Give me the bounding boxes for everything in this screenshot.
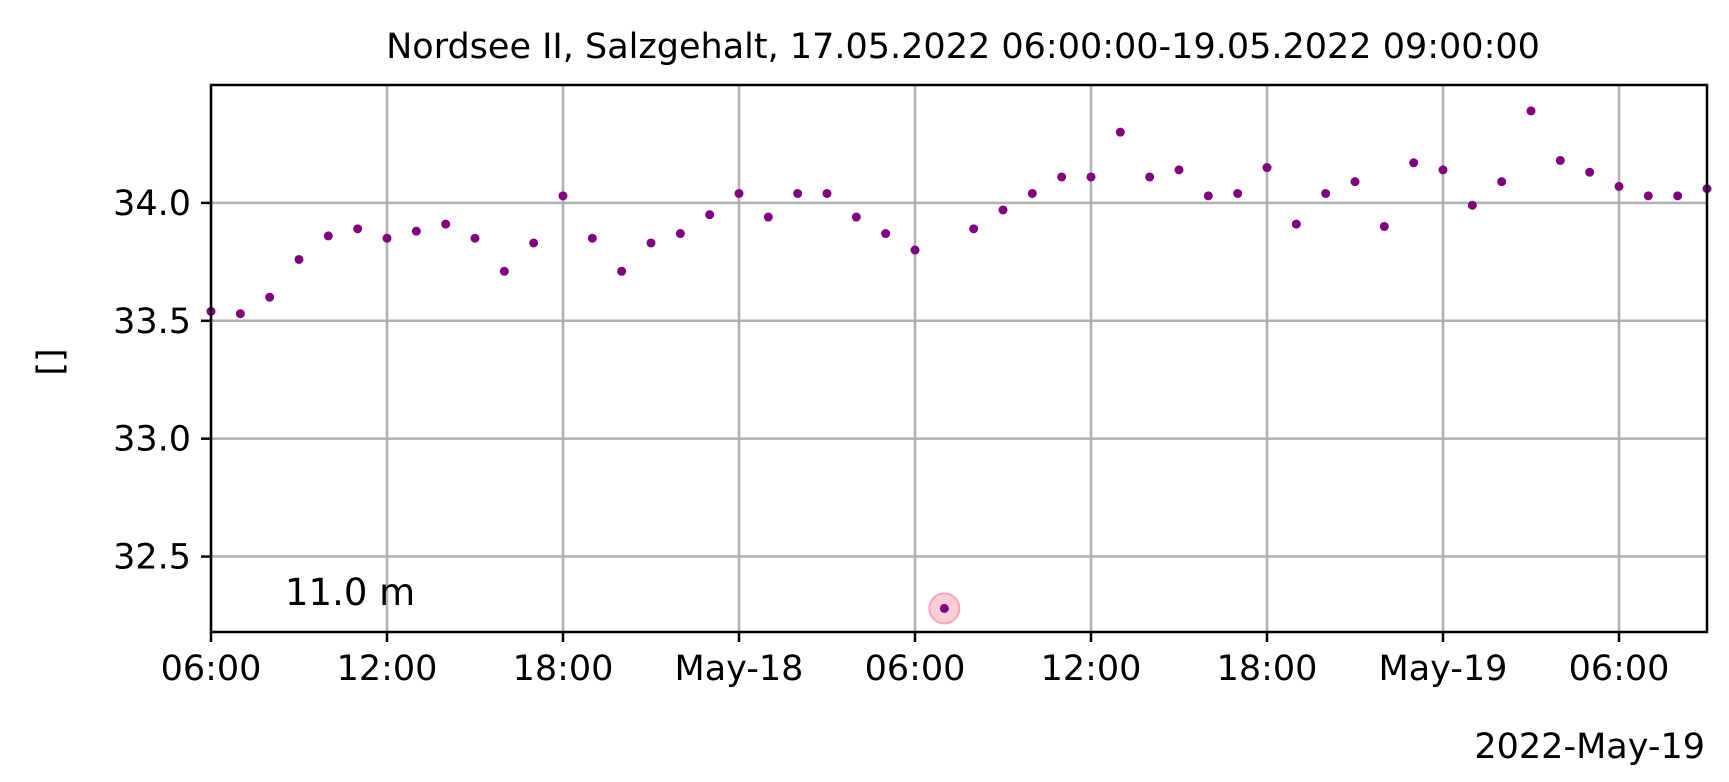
data-point — [1291, 219, 1301, 229]
data-point — [441, 219, 451, 229]
data-point — [763, 212, 773, 222]
data-point — [529, 238, 539, 248]
data-point — [382, 233, 392, 243]
data-point — [1438, 165, 1448, 175]
y-axis: 32.5 33.0 33.5 34.0 — [113, 184, 211, 578]
x-tick-label: May-19 — [1379, 649, 1508, 689]
data-point — [1497, 177, 1507, 187]
data-point — [1115, 127, 1125, 137]
chart-title: Nordsee II, Salzgehalt, 17.05.2022 06:00… — [386, 27, 1540, 67]
data-point — [617, 266, 627, 276]
x-tick-label: 18:00 — [1217, 649, 1318, 689]
data-point — [470, 233, 480, 243]
data-point — [1467, 200, 1477, 210]
data-point — [822, 188, 832, 198]
data-point — [969, 224, 979, 234]
data-point — [235, 309, 245, 319]
data-point — [998, 205, 1008, 215]
data-point — [1057, 172, 1067, 182]
data-point — [499, 266, 509, 276]
data-point — [1643, 191, 1653, 201]
data-point — [1174, 165, 1184, 175]
grid — [209, 85, 1707, 632]
data-point — [734, 188, 744, 198]
x-tick-label: 18:00 — [513, 649, 614, 689]
x-tick-label: 12:00 — [1041, 649, 1142, 689]
x-axis: 06:00 12:00 18:00 May-18 06:00 12:00 18:00 May-… — [161, 632, 1670, 689]
x-tick-label: 06:00 — [865, 649, 966, 689]
data-points — [206, 106, 1712, 625]
data-point — [1673, 191, 1683, 201]
data-point — [910, 245, 920, 255]
y-axis-label: [] — [31, 348, 71, 375]
data-point — [1233, 188, 1243, 198]
plot-frame — [209, 83, 1709, 634]
depth-annotation: 11.0 m — [285, 571, 415, 614]
x-tick-label: 06:00 — [1569, 649, 1670, 689]
x-axis-offset-label: 2022-May-19 — [1474, 727, 1705, 767]
data-point — [353, 224, 363, 234]
data-point — [1203, 191, 1213, 201]
y-tick-label: 33.5 — [113, 302, 191, 342]
data-point — [1350, 177, 1360, 187]
data-point — [323, 231, 333, 241]
data-point — [1614, 181, 1624, 191]
data-point — [646, 238, 656, 248]
data-point — [1027, 188, 1037, 198]
data-point — [675, 229, 685, 239]
x-tick-label: 12:00 — [337, 649, 438, 689]
data-point — [705, 210, 715, 220]
x-tick-label: May-18 — [675, 649, 804, 689]
data-point — [265, 292, 275, 302]
data-point — [939, 603, 949, 613]
data-point — [881, 229, 891, 239]
data-point — [294, 254, 304, 264]
y-tick-label: 34.0 — [113, 184, 191, 224]
data-point — [793, 188, 803, 198]
data-point — [587, 233, 597, 243]
data-point — [851, 212, 861, 222]
data-point — [1086, 172, 1096, 182]
data-point — [1555, 155, 1565, 165]
y-tick-label: 33.0 — [113, 420, 191, 460]
data-point — [558, 191, 568, 201]
data-point — [411, 226, 421, 236]
data-point — [1526, 106, 1536, 116]
y-tick-label: 32.5 — [113, 538, 191, 578]
data-point — [1321, 188, 1331, 198]
data-point — [1585, 167, 1595, 177]
data-point — [1379, 221, 1389, 231]
x-tick-label: 06:00 — [161, 649, 262, 689]
data-point — [1409, 158, 1419, 168]
data-point — [1262, 163, 1272, 173]
data-point — [1145, 172, 1155, 182]
